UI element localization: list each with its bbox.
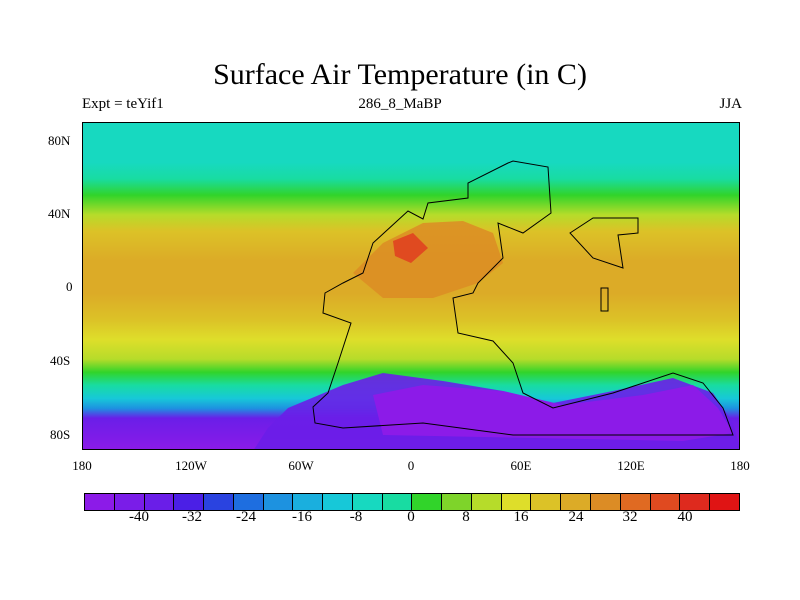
y-tick-40s: 40S bbox=[50, 353, 71, 368]
colorbar-cell bbox=[263, 494, 294, 510]
x-tick-0: 0 bbox=[407, 458, 415, 473]
colorbar bbox=[84, 493, 740, 511]
colorbar-label: -40 bbox=[129, 509, 149, 525]
colorbar-label: 40 bbox=[677, 509, 693, 525]
colorbar-cell bbox=[591, 494, 621, 510]
y-tick-40n: 40N bbox=[48, 206, 71, 221]
colorbar-cell bbox=[501, 494, 532, 510]
y-tick-0: 0 bbox=[66, 279, 73, 294]
x-tick-60e: 60E bbox=[510, 458, 532, 473]
small-island-outline bbox=[600, 287, 609, 312]
island-outline bbox=[569, 217, 639, 269]
colorbar-cell bbox=[382, 494, 413, 510]
map-canvas bbox=[83, 123, 739, 449]
colorbar-cell bbox=[233, 494, 264, 510]
colorbar-cell bbox=[650, 494, 681, 510]
temperature-map bbox=[82, 122, 740, 450]
colorbar-cell bbox=[144, 494, 175, 510]
colorbar-label: 16 bbox=[513, 509, 529, 525]
colorbar-label: 0 bbox=[407, 509, 415, 525]
colorbar-label: -24 bbox=[236, 509, 256, 525]
continent-outline bbox=[312, 160, 734, 436]
colorbar-label: 24 bbox=[568, 509, 584, 525]
colorbar-cell bbox=[323, 494, 353, 510]
season-label: JJA bbox=[719, 96, 742, 112]
colorbar-cell bbox=[710, 494, 739, 510]
x-tick-120e: 120E bbox=[617, 458, 645, 473]
polar-coldest-core bbox=[373, 385, 733, 441]
experiment-label: Expt = teYif1 bbox=[82, 96, 164, 112]
colorbar-cell bbox=[85, 494, 115, 510]
colorbar-label: -16 bbox=[292, 509, 312, 525]
x-tick-180w: 180 bbox=[72, 458, 92, 473]
map-title: Surface Air Temperature (in C) bbox=[213, 58, 587, 91]
hot-spot bbox=[393, 233, 428, 263]
colorbar-cell bbox=[412, 494, 443, 510]
colorbar-cell bbox=[442, 494, 472, 510]
colorbar-cell bbox=[620, 494, 651, 510]
warm-interior bbox=[353, 221, 503, 298]
colorbar-label: 32 bbox=[622, 509, 638, 525]
colorbar-cell bbox=[561, 494, 592, 510]
colorbar-cell bbox=[680, 494, 711, 510]
colorbar-cell bbox=[531, 494, 562, 510]
colorbar-cell bbox=[174, 494, 205, 510]
x-tick-180e: 180 bbox=[730, 458, 750, 473]
y-tick-80s: 80S bbox=[50, 427, 71, 442]
period-label: 286_8_MaBP bbox=[358, 96, 442, 112]
colorbar-cell bbox=[293, 494, 324, 510]
colorbar-cell bbox=[114, 494, 145, 510]
colorbar-cell bbox=[471, 494, 502, 510]
colorbar-cell bbox=[204, 494, 234, 510]
colorbar-label: 8 bbox=[462, 509, 470, 525]
colorbar-label: -32 bbox=[182, 509, 202, 525]
colorbar-label: -8 bbox=[349, 509, 363, 525]
x-tick-120w: 120W bbox=[175, 458, 207, 473]
y-tick-80n: 80N bbox=[48, 133, 71, 148]
x-tick-60w: 60W bbox=[288, 458, 314, 473]
colorbar-cell bbox=[352, 494, 383, 510]
